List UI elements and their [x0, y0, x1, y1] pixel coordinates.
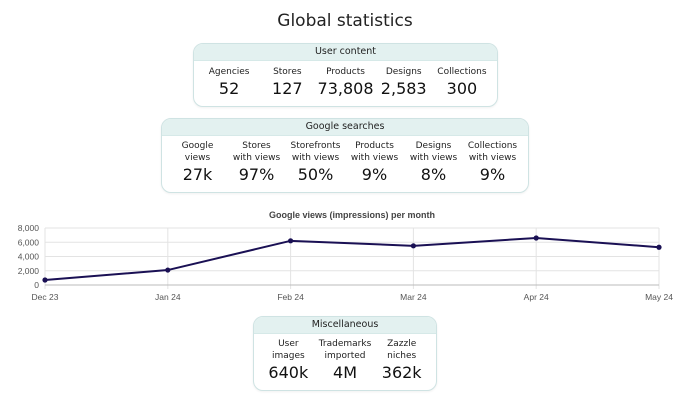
stat-label: Zazzle niches [387, 339, 417, 361]
x-tick-label: Jan 24 [155, 292, 181, 302]
stat-label: Designs [385, 67, 422, 77]
data-point [410, 243, 416, 249]
stat-collections-with-views: Collections with views 9% [463, 136, 522, 185]
stat-agencies: Agencies 52 [200, 61, 258, 99]
stat-value: 97% [238, 165, 275, 184]
y-tick-label: 6,000 [18, 237, 40, 247]
stat-google-views: Google views 27k [168, 136, 227, 185]
stat-user-images: User images 640k [260, 334, 317, 383]
stat-products: Products 73,808 [316, 61, 374, 99]
user-content-stats: Agencies 52 Stores 127 Products 73,808 D… [194, 61, 497, 99]
stat-label: Trademarks imported [318, 339, 372, 361]
stat-label: Collections with views [467, 141, 518, 163]
stat-value: 362k [381, 363, 422, 382]
stat-label: Products with views [350, 141, 399, 163]
stat-label: Storefronts with views [290, 141, 341, 163]
x-tick-label: May 24 [645, 292, 673, 302]
stat-label: Designs with views [409, 141, 458, 163]
stat-label: Google views [181, 141, 214, 163]
x-tick-label: Apr 24 [524, 292, 549, 302]
miscellaneous-stats: User images 640k Trademarks imported 4M … [254, 334, 436, 383]
miscellaneous-header: Miscellaneous [254, 317, 436, 334]
y-tick-label: 4,000 [18, 252, 40, 262]
data-point [533, 235, 539, 241]
google-searches-card: Google searches Google views 27k Stores … [161, 118, 529, 193]
google-searches-header: Google searches [162, 119, 528, 136]
stat-label: Stores [273, 67, 302, 77]
x-tick-label: Mar 24 [400, 292, 427, 302]
y-tick-label: 2,000 [18, 266, 40, 276]
x-tick-label: Dec 23 [32, 292, 59, 302]
data-point [656, 244, 662, 250]
data-point [42, 277, 48, 283]
stat-value: 52 [218, 79, 240, 98]
series-line [44, 236, 660, 282]
stat-stores-with-views: Stores with views 97% [227, 136, 286, 185]
stat-value: 4M [333, 363, 357, 382]
data-point [288, 238, 294, 244]
google-searches-stats: Google views 27k Stores with views 97% S… [162, 136, 528, 185]
y-tick-label: 0 [34, 280, 39, 290]
page-title: Global statistics [277, 11, 413, 31]
stat-value: 300 [446, 79, 478, 98]
stat-value: 73,808 [317, 79, 374, 98]
stat-products-with-views: Products with views 9% [345, 136, 404, 185]
stat-label: User images [271, 339, 305, 361]
stat-trademarks-imported: Trademarks imported 4M [317, 334, 374, 383]
stat-zazzle-niches: Zazzle niches 362k [373, 334, 430, 383]
stat-value: 8% [420, 165, 447, 184]
x-tick-label: Feb 24 [277, 292, 304, 302]
stat-value: 27k [182, 165, 213, 184]
user-content-header: User content [194, 44, 497, 61]
stat-collections: Collections 300 [433, 61, 491, 99]
stat-designs: Designs 2,583 [375, 61, 433, 99]
data-point [165, 267, 171, 273]
stat-label: Stores with views [232, 141, 281, 163]
stat-stores: Stores 127 [258, 61, 316, 99]
stat-value: 640k [268, 363, 309, 382]
stat-value: 127 [272, 79, 303, 98]
stat-value: 9% [361, 165, 388, 184]
stat-label: Products [326, 67, 365, 77]
stat-storefronts-with-views: Storefronts with views 50% [286, 136, 345, 185]
stat-value: 9% [479, 165, 506, 184]
stat-label: Agencies [208, 67, 250, 77]
chart-title: Google views (impressions) per month [269, 210, 435, 220]
user-content-card: User content Agencies 52 Stores 127 Prod… [193, 43, 498, 107]
y-tick-label: 8,000 [18, 223, 40, 233]
miscellaneous-card: Miscellaneous User images 640k Trademark… [253, 316, 437, 391]
stat-value: 2,583 [380, 79, 427, 98]
stat-designs-with-views: Designs with views 8% [404, 136, 463, 185]
stat-label: Collections [437, 67, 487, 77]
stat-value: 50% [297, 165, 334, 184]
google-views-chart: Google views (impressions) per month 0 2,0… [18, 210, 673, 302]
